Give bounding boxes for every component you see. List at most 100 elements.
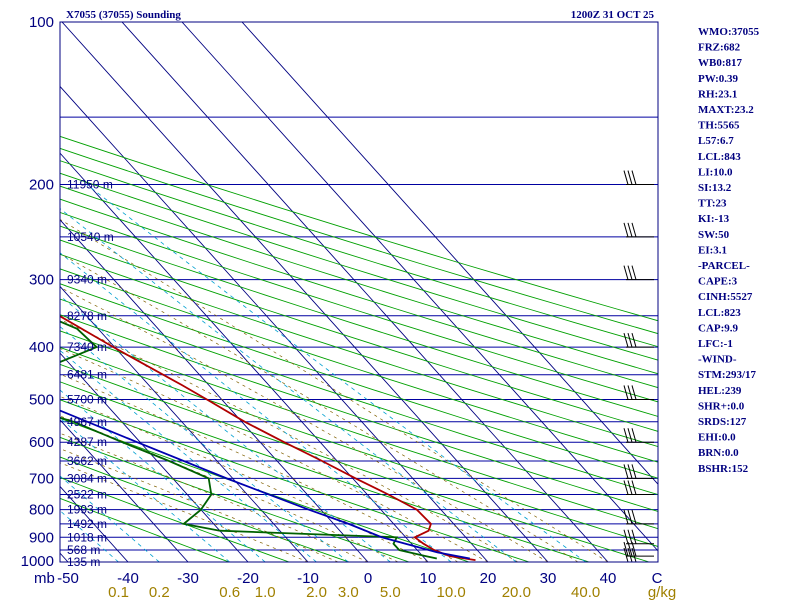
- height-label: 6481 m: [67, 368, 107, 382]
- mixing-ratio-label: 10.0: [437, 584, 466, 600]
- wind-barb: [623, 265, 654, 281]
- isotherm: [60, 152, 429, 562]
- isotherm: [60, 285, 309, 562]
- wind-barb-flag: [623, 464, 629, 479]
- pressure-tick-label: 700: [29, 470, 54, 487]
- temp-tick-label: 40: [600, 570, 617, 587]
- chart-datetime: 1200Z 31 OCT 25: [571, 9, 655, 21]
- pressure-tick-label: 600: [29, 434, 54, 451]
- dry-adiabat: [60, 185, 658, 375]
- wind-barb-flag: [627, 170, 633, 185]
- dry-adiabat: [60, 211, 658, 403]
- dry-adiabat: [60, 399, 530, 562]
- wind-barb-flag: [623, 428, 629, 443]
- mixing-ratio-label: 0.1: [108, 584, 129, 600]
- wind-barb-flag: [627, 529, 633, 544]
- index-item: WMO:37055: [698, 26, 760, 38]
- dry-adiabat: [60, 417, 470, 562]
- index-item: WB0:817: [698, 57, 743, 69]
- wind-barb-flag: [631, 265, 637, 280]
- pressure-tick-label: 500: [29, 391, 54, 408]
- temp-tick-label: -50: [57, 570, 79, 587]
- dry-adiabat: [60, 363, 650, 562]
- height-label: 1018 m: [67, 530, 107, 544]
- mixing-ratio-label: 3.0: [338, 584, 359, 600]
- isotherm: [60, 352, 249, 562]
- wind-barb-flag: [631, 170, 637, 185]
- wind-barb: [623, 480, 654, 496]
- index-item: -PARCEL-: [698, 260, 750, 272]
- sounding-curves: [60, 315, 476, 561]
- height-label: 11950 m: [67, 178, 113, 192]
- wind-barb-flag: [627, 541, 633, 557]
- pressure-tick-label: 1000: [21, 553, 54, 570]
- mixing-ratio-unit: g/kg: [648, 584, 676, 600]
- index-item: LFC:-1: [698, 338, 733, 350]
- dry-adiabat: [60, 283, 658, 479]
- temp-tick-label: 10: [420, 570, 437, 587]
- moist-adiabat: [60, 415, 399, 562]
- temp-tick-label: 20: [480, 570, 497, 587]
- wind-barb-flag: [631, 332, 637, 348]
- index-item: LCL:823: [698, 307, 741, 319]
- wind-barb-flag: [631, 509, 637, 525]
- height-label: 568 m: [67, 543, 100, 557]
- height-label: 3084 m: [67, 471, 107, 485]
- index-item: L57:6.7: [698, 135, 734, 147]
- mixing-ratio-line: [60, 252, 452, 562]
- mixing-ratio-line: [60, 510, 119, 562]
- isotherm: [60, 85, 489, 562]
- moist-adiabat: [60, 253, 579, 562]
- dry-adiabat: [60, 225, 658, 417]
- temperature-line: [60, 315, 476, 561]
- index-item: LI:10.0: [698, 166, 733, 178]
- index-item: SRDS:127: [698, 416, 747, 428]
- height-label: 10540 m: [67, 230, 114, 244]
- chart-title: X7055 (37055) Sounding: [66, 9, 181, 21]
- wind-barb-flag: [623, 529, 629, 544]
- index-item: CAP:9.9: [698, 322, 739, 334]
- wind-barb-flag: [627, 385, 633, 400]
- wind-barb: [623, 509, 654, 525]
- index-item: LCL:843: [698, 151, 741, 163]
- height-label: 3662 m: [67, 454, 107, 468]
- wind-barb-flag: [623, 547, 629, 563]
- wind-barb-flag: [623, 265, 629, 280]
- wind-barb: [623, 222, 654, 238]
- wind-barb-flag: [623, 222, 629, 238]
- mixing-ratio-line: [60, 295, 391, 562]
- mixing-ratio-label: 40.0: [571, 584, 600, 600]
- wind-barb-flag: [627, 464, 633, 479]
- axis-unit-mb: mb: [34, 570, 55, 587]
- pressure-tick-label: 400: [29, 339, 54, 356]
- index-item: EHI:0.0: [698, 432, 736, 444]
- index-item: STM:293/17: [698, 369, 757, 381]
- wind-barb-flag: [627, 480, 633, 495]
- mixing-ratio-label: 5.0: [380, 584, 401, 600]
- temp-tick-label: 0: [364, 570, 372, 587]
- wind-barb-flag: [631, 547, 637, 563]
- wind-barb: [623, 385, 654, 400]
- wind-barb-flag: [627, 265, 633, 280]
- wind-barb-flag: [623, 170, 629, 185]
- pressure-tick-label: 300: [29, 272, 54, 289]
- moist-adiabat: [60, 448, 339, 562]
- isotherm: [121, 22, 609, 562]
- isotherm: [241, 22, 658, 485]
- pressure-tick-label: 800: [29, 502, 54, 519]
- height-label: 5700 m: [67, 392, 107, 406]
- dry-adiabat: [60, 160, 658, 348]
- index-item: SW:50: [698, 229, 730, 241]
- dry-adiabat: [60, 135, 658, 322]
- wind-barb-flag: [623, 509, 629, 525]
- pressure-tick-label: 900: [29, 529, 54, 546]
- dry-adiabat: [60, 172, 658, 361]
- index-item: KI:-13: [698, 213, 730, 225]
- height-label: 4967 m: [67, 415, 107, 429]
- index-item: CAPE:3: [698, 276, 738, 288]
- mixing-ratio-label: 0.6: [219, 584, 240, 600]
- wind-barb-flag: [627, 547, 633, 563]
- wind-barb-flag: [631, 428, 637, 443]
